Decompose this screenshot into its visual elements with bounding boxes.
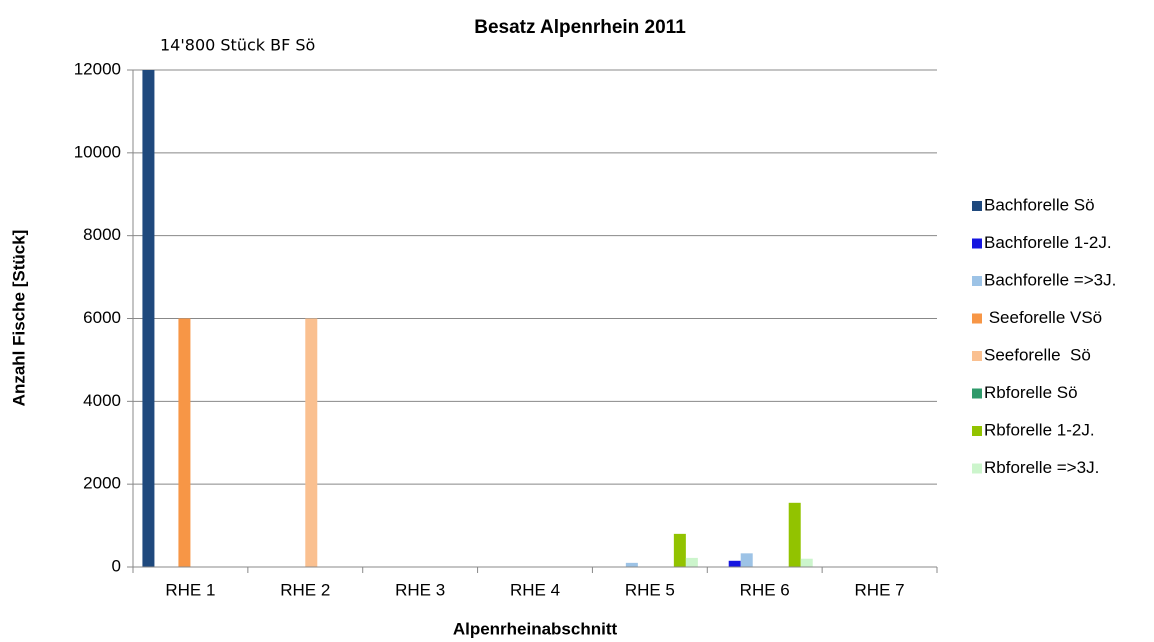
y-tick-label: 12000 bbox=[74, 59, 121, 78]
x-tick-label: RHE 7 bbox=[855, 580, 905, 599]
legend-label: Seeforelle Sö bbox=[984, 345, 1091, 364]
bar bbox=[800, 558, 813, 567]
bar bbox=[142, 70, 155, 567]
legend-swatch bbox=[972, 201, 982, 211]
legend-swatch bbox=[972, 463, 982, 474]
legend-swatch bbox=[972, 238, 982, 249]
x-tick-label: RHE 1 bbox=[165, 580, 215, 599]
bar bbox=[625, 562, 638, 567]
legend-swatch bbox=[972, 313, 982, 324]
bar bbox=[673, 533, 686, 567]
chart-title: Besatz Alpenrhein 2011 bbox=[474, 17, 686, 38]
grid bbox=[133, 69, 937, 568]
x-tick-label: RHE 5 bbox=[625, 580, 675, 599]
bar bbox=[788, 502, 801, 567]
x-tick-label: RHE 6 bbox=[740, 580, 790, 599]
y-tick-label: 2000 bbox=[83, 474, 121, 493]
y-axis-title: Anzahl Fische [Stück] bbox=[9, 230, 28, 407]
legend-swatch bbox=[972, 276, 982, 286]
legend-swatch bbox=[972, 388, 982, 399]
legend-label: Bachforelle Sö bbox=[984, 195, 1095, 214]
y-tick-label: 10000 bbox=[74, 142, 121, 161]
bars bbox=[142, 70, 813, 567]
bar bbox=[728, 560, 741, 567]
bar bbox=[685, 557, 698, 567]
legend-label: Bachforelle =>3J. bbox=[984, 270, 1116, 289]
x-tick-label: RHE 4 bbox=[510, 580, 560, 599]
x-tick-label: RHE 3 bbox=[395, 580, 445, 599]
legend-label: Bachforelle 1-2J. bbox=[984, 233, 1112, 252]
y-tick-label: 4000 bbox=[83, 391, 121, 410]
y-tick-label: 8000 bbox=[83, 225, 121, 244]
legend-label: Rbforelle Sö bbox=[984, 383, 1078, 402]
x-tick-label: RHE 2 bbox=[280, 580, 330, 599]
legend-label: Rbforelle =>3J. bbox=[984, 458, 1099, 477]
x-axis-title: Alpenrheinabschnitt bbox=[453, 619, 618, 638]
bar bbox=[740, 553, 753, 567]
legend-label: Seeforelle VSö bbox=[984, 308, 1102, 327]
legend-swatch bbox=[972, 351, 982, 361]
bar bbox=[305, 318, 318, 567]
legend-swatch bbox=[972, 426, 982, 436]
axes: 0 2000 4000 6000 8000 10000 12000 RHE 1 RHE 2 RHE… bbox=[74, 59, 1117, 599]
bar bbox=[178, 318, 191, 567]
annotation: 14'800 Stück BF Sö bbox=[160, 36, 315, 55]
y-tick-label: 6000 bbox=[83, 308, 121, 327]
legend-label: Rbforelle 1-2J. bbox=[984, 420, 1095, 439]
y-tick-label: 0 bbox=[112, 556, 121, 575]
